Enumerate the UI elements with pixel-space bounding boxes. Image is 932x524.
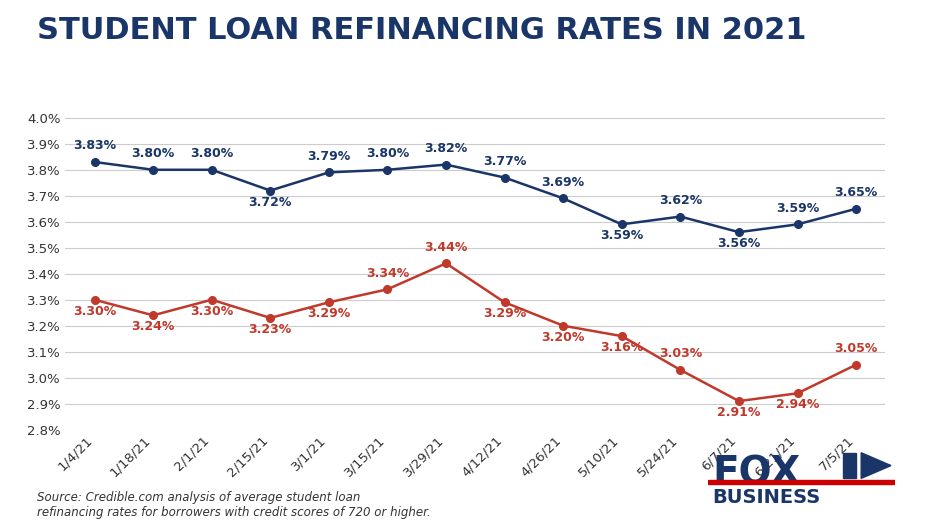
Text: BUSINESS: BUSINESS: [712, 488, 820, 507]
Text: 3.77%: 3.77%: [483, 155, 527, 168]
Text: 3.59%: 3.59%: [776, 202, 819, 215]
Text: 3.80%: 3.80%: [131, 147, 174, 160]
Text: FOX: FOX: [712, 454, 801, 492]
Text: 3.80%: 3.80%: [190, 147, 233, 160]
Text: 2.91%: 2.91%: [718, 406, 761, 419]
Text: 3.23%: 3.23%: [249, 323, 292, 336]
Text: 3.82%: 3.82%: [424, 142, 468, 155]
Text: 3.34%: 3.34%: [366, 267, 409, 280]
Text: 3.69%: 3.69%: [541, 176, 584, 189]
Text: 3.80%: 3.80%: [366, 147, 409, 160]
Text: 3.79%: 3.79%: [308, 150, 350, 162]
Text: 3.30%: 3.30%: [190, 305, 233, 318]
Bar: [843, 453, 856, 478]
Text: 3.65%: 3.65%: [834, 186, 878, 199]
Text: 3.05%: 3.05%: [834, 342, 878, 355]
Polygon shape: [861, 453, 891, 478]
Text: 3.03%: 3.03%: [659, 347, 702, 360]
Text: 3.29%: 3.29%: [308, 308, 350, 320]
Text: 3.30%: 3.30%: [73, 305, 116, 318]
Text: 3.16%: 3.16%: [600, 341, 643, 354]
Text: 3.20%: 3.20%: [541, 331, 585, 344]
Text: 2.94%: 2.94%: [775, 398, 819, 411]
Text: 3.44%: 3.44%: [424, 241, 468, 254]
Text: 3.72%: 3.72%: [249, 195, 292, 209]
Text: 3.24%: 3.24%: [131, 320, 175, 333]
Text: STUDENT LOAN REFINANCING RATES IN 2021: STUDENT LOAN REFINANCING RATES IN 2021: [37, 16, 807, 45]
Text: Source: Credible.com analysis of average student loan
refinancing rates for borr: Source: Credible.com analysis of average…: [37, 491, 431, 519]
Text: 3.62%: 3.62%: [659, 194, 702, 207]
Text: 3.59%: 3.59%: [600, 230, 643, 243]
Text: 3.29%: 3.29%: [483, 308, 527, 320]
Text: 3.56%: 3.56%: [718, 237, 761, 250]
Bar: [708, 480, 895, 484]
Text: 3.83%: 3.83%: [73, 139, 116, 152]
